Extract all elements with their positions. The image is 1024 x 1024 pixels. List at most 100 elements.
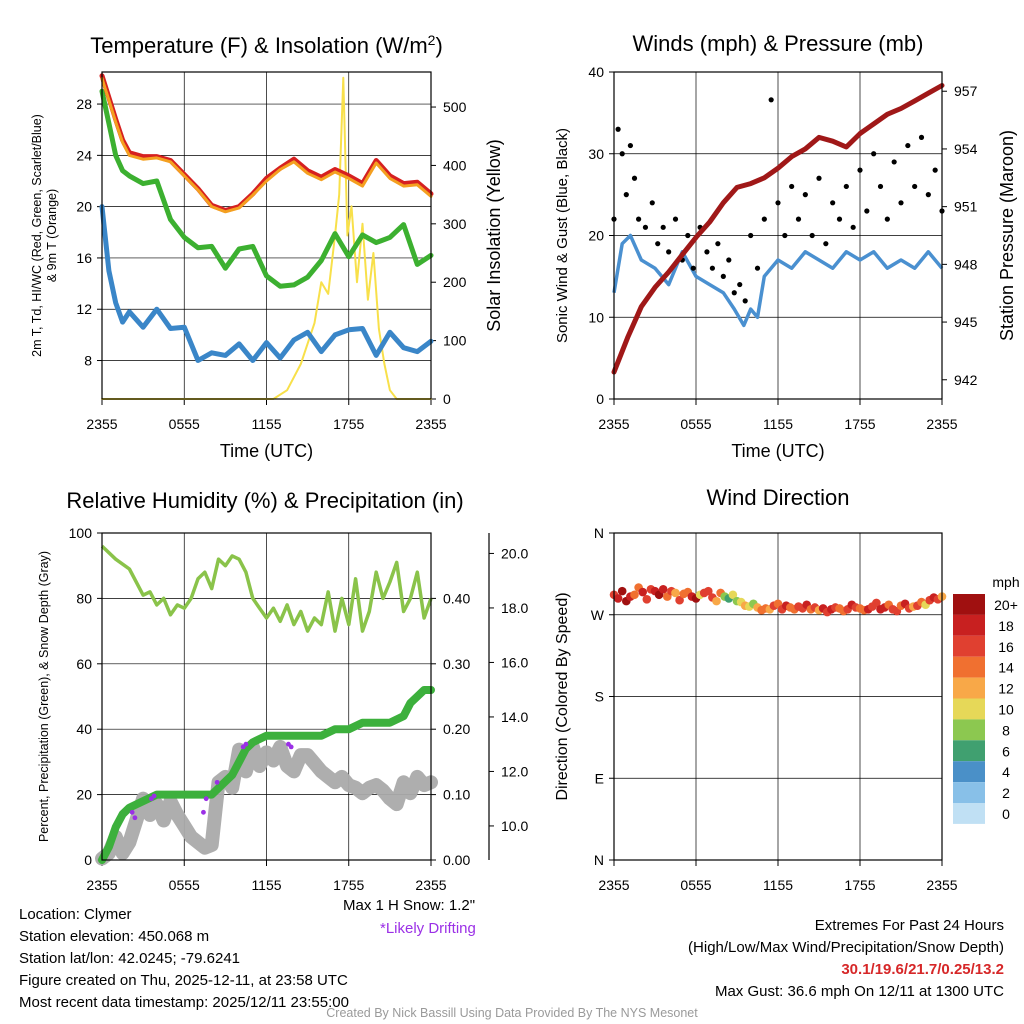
precipitation-line — [98, 686, 435, 864]
x-tick-label: 2355 — [598, 877, 629, 893]
gust-point — [912, 183, 918, 190]
wind-direction-point — [704, 586, 713, 596]
x-tick-label: 0555 — [680, 416, 711, 432]
y-tick-label: 0 — [596, 391, 604, 407]
solar-insolation-line — [101, 76, 432, 400]
gust-point — [925, 192, 931, 198]
colorbar-swatch — [953, 761, 985, 783]
gust-point — [666, 249, 672, 255]
gust-point — [615, 126, 621, 132]
y-axis-title: Percent, Precipitation (Green), & Snow D… — [37, 551, 51, 842]
colorbar-swatch — [953, 594, 985, 615]
snow-depth-axis-tick-label: 10.0 — [501, 818, 528, 834]
wind-direction-point — [638, 587, 647, 597]
y-tick-label: 40 — [588, 64, 604, 80]
y-tick-label: 20 — [76, 787, 92, 803]
wind-direction-point — [630, 590, 639, 600]
gust-point — [748, 232, 754, 239]
x-tick-label: 0555 — [680, 877, 711, 893]
y-tick-label: 24 — [76, 147, 92, 163]
precip-axis-tick-label: 0.30 — [443, 656, 470, 672]
wind-direction-point — [642, 595, 652, 604]
x-tick-label: 2355 — [926, 416, 957, 432]
gust-point — [823, 241, 829, 247]
station-info: Location: Clymer Station elevation: 450.… — [19, 904, 349, 1014]
colorbar-label: 18 — [998, 618, 1014, 634]
gust-point — [905, 142, 911, 149]
humidity-plot-frame — [101, 532, 432, 861]
y-tick-label: 100 — [69, 525, 93, 541]
gust-point — [789, 183, 795, 190]
wind-direction-point — [712, 596, 721, 606]
gust-point — [898, 200, 904, 206]
drifting-point — [151, 793, 157, 799]
title-end: ) — [435, 33, 442, 58]
colorbar-label: 20+ — [994, 597, 1018, 613]
x-tick-label: 1755 — [844, 877, 875, 893]
gust-point — [754, 265, 761, 271]
gust-point — [775, 200, 781, 206]
gust-point — [816, 175, 822, 181]
insolation-axis-tick-label: 500 — [443, 99, 467, 115]
gust-point — [843, 183, 849, 190]
gust-point — [877, 183, 884, 190]
x-tick-label: 1755 — [844, 416, 875, 432]
wind-direction-point — [617, 586, 627, 596]
x-tick-label: 0555 — [169, 877, 200, 893]
wind-direction-point — [671, 588, 680, 598]
y-axis-title-line1: 2m T, Td, HI/WC (Red, Green, Scarlet/Blu… — [30, 114, 44, 357]
x-tick-label: 2355 — [86, 416, 117, 432]
x-tick-label: 1755 — [333, 877, 364, 893]
dewpoint-line — [99, 88, 434, 289]
y2-axis-title: Station Pressure (Maroon) — [997, 130, 1017, 341]
y-axis-title: Direction (Colored By Speed) — [554, 592, 571, 800]
x-axis-title: Time (UTC) — [731, 441, 824, 461]
precip-axis-tick-label: 0.20 — [443, 721, 470, 737]
extremes-panel: Extremes For Past 24 Hours (High/Low/Max… — [688, 915, 1004, 1003]
gust-point — [891, 159, 897, 165]
insolation-axis-tick-label: 100 — [443, 333, 467, 349]
y-tick-label: E — [595, 770, 604, 786]
gust-point — [672, 216, 679, 222]
y-tick-label: 80 — [76, 590, 92, 606]
drifting-point — [203, 796, 209, 802]
colorbar-title: mph — [992, 574, 1019, 590]
insolation-axis-tick-label: 0 — [443, 391, 451, 407]
created-text: Figure created on Thu, 2025-12-11, at 23… — [19, 972, 348, 989]
drifting-point — [132, 815, 138, 821]
winds-plot-frame — [613, 71, 943, 400]
colorbar-label: 4 — [1002, 764, 1010, 780]
temperature-plot-frame — [101, 71, 432, 400]
gust-point — [690, 265, 696, 271]
y-tick-label: 8 — [84, 353, 92, 369]
wind-direction-point — [728, 590, 738, 600]
gust-point — [685, 232, 691, 239]
snow-depth-line — [95, 739, 438, 866]
gust-point — [871, 151, 877, 157]
gust-point — [731, 290, 737, 296]
relative-humidity-line — [100, 544, 433, 633]
colorbar-swatch — [953, 698, 985, 720]
humidity-series-group — [95, 544, 438, 866]
colorbar-label: 10 — [998, 702, 1014, 718]
y-axis-title: Sonic Wind & Gust (Blue, Black) — [554, 128, 571, 343]
winds-series-group — [611, 83, 945, 375]
colorbar-swatch — [953, 803, 985, 824]
gust-point — [709, 265, 716, 271]
gust-point — [768, 97, 774, 103]
y-tick-label: 28 — [76, 96, 92, 112]
gust-point — [850, 224, 856, 230]
max-gust-text: Max Gust: 36.6 mph On 12/11 at 1300 UTC — [714, 983, 1004, 1000]
gust-point — [884, 216, 890, 222]
y2-axis-title: Solar Insolation (Yellow) — [484, 139, 504, 331]
x-tick-label: 2355 — [415, 877, 446, 893]
colorbar-swatch — [953, 656, 985, 678]
gust-point — [715, 241, 721, 247]
gust-point — [795, 216, 802, 222]
y-tick-label: 10 — [588, 309, 604, 325]
x-tick-label: 1155 — [763, 877, 793, 893]
y-tick-label: 12 — [76, 301, 92, 317]
gust-point — [704, 249, 710, 255]
x-tick-label: 2355 — [598, 416, 629, 432]
